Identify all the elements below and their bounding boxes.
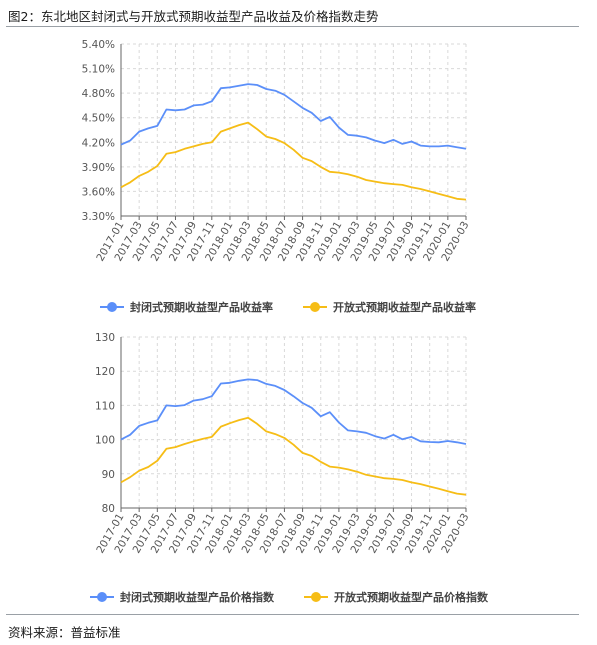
- yield-ytick-label: 4.20%: [82, 137, 115, 149]
- price-ytick-label: 100: [95, 435, 115, 447]
- price-legend-label: 封闭式预期收益型产品价格指数: [120, 590, 275, 604]
- price-legend-label: 开放式预期收益型产品价格指数: [334, 590, 489, 604]
- yield-series-line-1: [120, 121, 467, 201]
- yield-ytick-label: 3.60%: [82, 186, 115, 198]
- source-note: 资料来源：普益标准: [8, 625, 121, 640]
- price-series-line-1: [120, 416, 467, 496]
- yield-legend-swatch-dot: [107, 302, 117, 312]
- price-series-line-0: [120, 378, 467, 445]
- yield-ytick-label: 5.10%: [82, 64, 115, 76]
- price-ytick-label: 90: [102, 469, 115, 481]
- price-ytick-label: 80: [102, 503, 115, 515]
- price-legend-swatch-dot: [311, 592, 321, 602]
- yield-ytick-label: 3.30%: [82, 211, 115, 223]
- price-legend-swatch-dot: [97, 592, 107, 602]
- yield-legend-label: 封闭式预期收益型产品收益率: [130, 300, 273, 314]
- yield-ytick-label: 4.50%: [82, 113, 115, 125]
- figure-frame: [6, 26, 579, 615]
- price-ytick-label: 110: [95, 400, 115, 412]
- yield-ytick-label: 3.90%: [82, 162, 115, 174]
- price-ytick-label: 130: [95, 332, 115, 344]
- price-ytick-label: 120: [95, 366, 115, 378]
- yield-series-line-0: [120, 83, 467, 150]
- yield-ytick-label: 4.80%: [82, 88, 115, 100]
- figure-title: 图2：东北地区封闭式与开放式预期收益型产品收益及价格指数走势: [8, 9, 379, 24]
- yield-legend-swatch-dot: [310, 302, 320, 312]
- yield-ytick-label: 5.40%: [82, 39, 115, 51]
- yield-legend-label: 开放式预期收益型产品收益率: [333, 300, 476, 314]
